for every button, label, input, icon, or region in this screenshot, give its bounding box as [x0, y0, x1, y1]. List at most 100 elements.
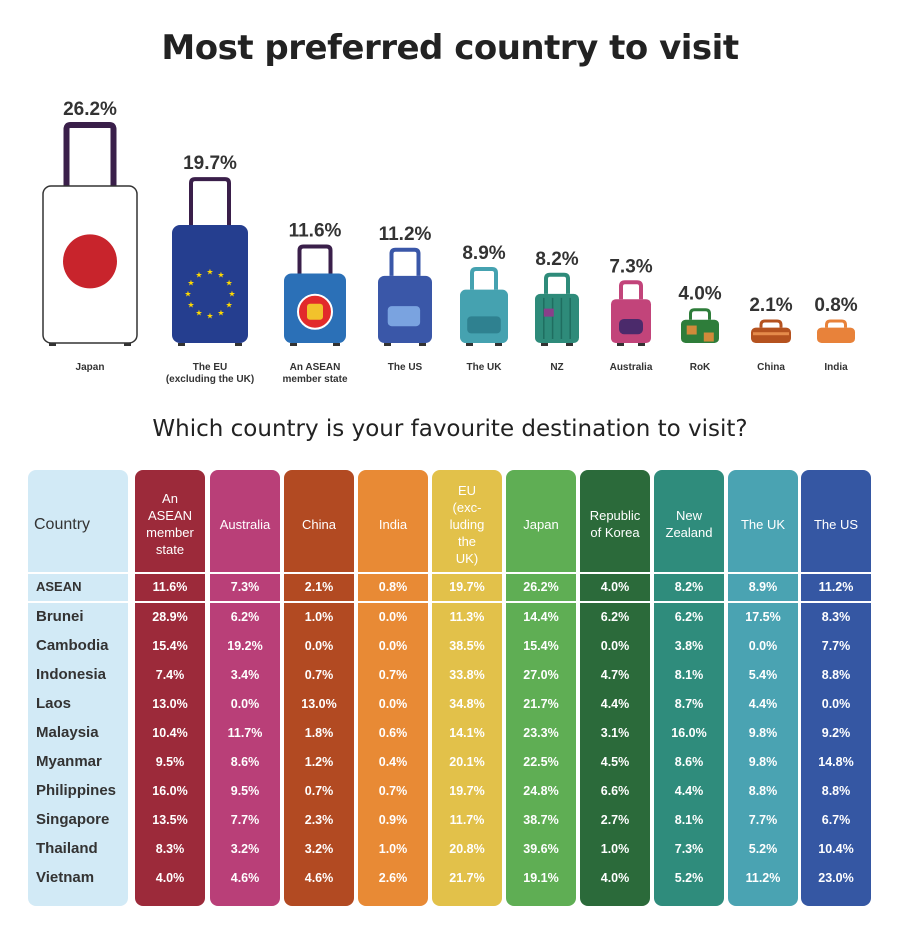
category-label: Japan — [76, 362, 105, 373]
table-cell: 11.6% — [152, 580, 188, 594]
table-cell: 11.3% — [449, 610, 485, 624]
table-cell: 8.8% — [748, 784, 778, 798]
row-label: Thailand — [36, 840, 98, 857]
table-cell: 11.7% — [449, 813, 485, 827]
table-cell: 1.0% — [378, 842, 408, 856]
header-line: Australia — [219, 516, 271, 532]
table-cell: 0.8% — [378, 580, 408, 594]
header-line: luding — [449, 516, 485, 532]
table-cell: 10.4% — [818, 842, 854, 856]
table-cell: 20.8% — [449, 842, 485, 856]
value-label: 26.2% — [63, 99, 117, 120]
table-cell: 7.3% — [674, 842, 704, 856]
table-cell: 1.0% — [304, 610, 334, 624]
table-cell: 3.1% — [600, 726, 630, 740]
table-cell: 2.1% — [304, 580, 334, 594]
table-cell: 0.6% — [378, 726, 408, 740]
header-cell: China — [284, 476, 354, 572]
table-cell: 9.8% — [748, 755, 778, 769]
value-label: 11.2% — [379, 224, 432, 245]
svg-text:★: ★ — [184, 289, 191, 298]
table-cell: 0.0% — [748, 639, 778, 653]
table-cell: 13.0% — [301, 697, 337, 711]
table-cell: 11.7% — [227, 726, 263, 740]
table-cell: 2.6% — [378, 871, 408, 885]
table-cell: 5.4% — [748, 668, 778, 682]
svg-text:★: ★ — [217, 308, 224, 317]
table-cell: 8.9% — [748, 580, 778, 594]
svg-text:★: ★ — [217, 270, 224, 279]
category-label: China — [757, 362, 785, 373]
table-cell: 0.0% — [304, 639, 334, 653]
table-cell: 3.8% — [674, 639, 704, 653]
bar-japan — [42, 122, 138, 346]
table-cell: 34.8% — [449, 697, 485, 711]
table-cell: 14.1% — [449, 726, 485, 740]
header-line: (exc- — [452, 499, 482, 515]
svg-text:★: ★ — [187, 278, 194, 287]
table-cell: 10.4% — [152, 726, 188, 740]
table-cell: 39.6% — [523, 842, 559, 856]
category-label: NZ — [550, 362, 563, 373]
table-cell: 8.2% — [674, 580, 704, 594]
header-cell: The UK — [728, 476, 798, 572]
value-label: 2.1% — [749, 295, 792, 316]
table-cell: 14.4% — [523, 610, 559, 624]
table-cell: 0.9% — [378, 813, 408, 827]
bar-india — [817, 319, 855, 343]
table-cell: 1.2% — [304, 755, 334, 769]
row-label: Laos — [36, 695, 72, 712]
table-cell: 3.2% — [230, 842, 260, 856]
category-label: RoK — [690, 362, 711, 373]
header-line: The US — [813, 516, 859, 532]
header-cell: New Zealand — [654, 476, 724, 572]
table-cell: 9.2% — [821, 726, 851, 740]
table-cell: 15.4% — [523, 639, 559, 653]
svg-text:★: ★ — [206, 267, 213, 276]
header-cell: India — [358, 476, 428, 572]
table-cell: 13.5% — [152, 813, 188, 827]
table-cell: 7.7% — [821, 639, 851, 653]
table-cell: 27.0% — [523, 668, 559, 682]
bar-the-uk — [460, 266, 508, 346]
table-cell: 4.0% — [155, 871, 185, 885]
header-separator — [28, 572, 871, 574]
header-line: Japan — [523, 516, 559, 532]
table-cell: 33.8% — [449, 668, 485, 682]
column-bg — [284, 470, 354, 906]
table-cell: 8.8% — [821, 668, 851, 682]
table-cell: 11.2% — [745, 871, 781, 885]
bar-the-eu-excluding-the-uk-: ★★★★★★★★★ ★ ★★ — [172, 177, 248, 346]
column-bg — [801, 470, 871, 906]
table-cell: 0.0% — [600, 639, 630, 653]
table-cell: 4.5% — [600, 755, 630, 769]
table-cell: 38.7% — [523, 813, 559, 827]
table-cell: 20.1% — [449, 755, 485, 769]
table-cell: 8.1% — [674, 813, 704, 827]
table-cell: 4.0% — [600, 580, 630, 594]
row-label: Vietnam — [36, 869, 95, 886]
header-line: The UK — [740, 516, 786, 532]
category-label: The EU — [193, 362, 227, 373]
table-cell: 0.4% — [378, 755, 408, 769]
header-country: Country — [34, 515, 91, 533]
header-line: Zealand — [665, 525, 713, 540]
table-cell: 0.7% — [378, 784, 408, 798]
table-cell: 21.7% — [449, 871, 485, 885]
table-cell: 8.3% — [155, 842, 185, 856]
table-cell: 6.6% — [600, 784, 630, 798]
table-cell: 24.8% — [523, 784, 559, 798]
column-bg — [135, 470, 205, 906]
table-cell: 19.7% — [449, 784, 485, 798]
table-cell: 13.0% — [152, 697, 188, 711]
chart-title: Most preferred country to visit — [161, 28, 739, 68]
svg-text:★: ★ — [225, 278, 232, 287]
svg-text:★: ★ — [195, 270, 202, 279]
header-cell: EU (exc-luding the UK) — [432, 476, 502, 572]
table-cell: 6.2% — [230, 610, 260, 624]
category-label: member state — [282, 374, 347, 385]
header-line: UK) — [455, 550, 479, 566]
bar-australia — [611, 280, 651, 346]
row-label: Myanmar — [36, 753, 102, 770]
table-cell: 2.3% — [304, 813, 334, 827]
